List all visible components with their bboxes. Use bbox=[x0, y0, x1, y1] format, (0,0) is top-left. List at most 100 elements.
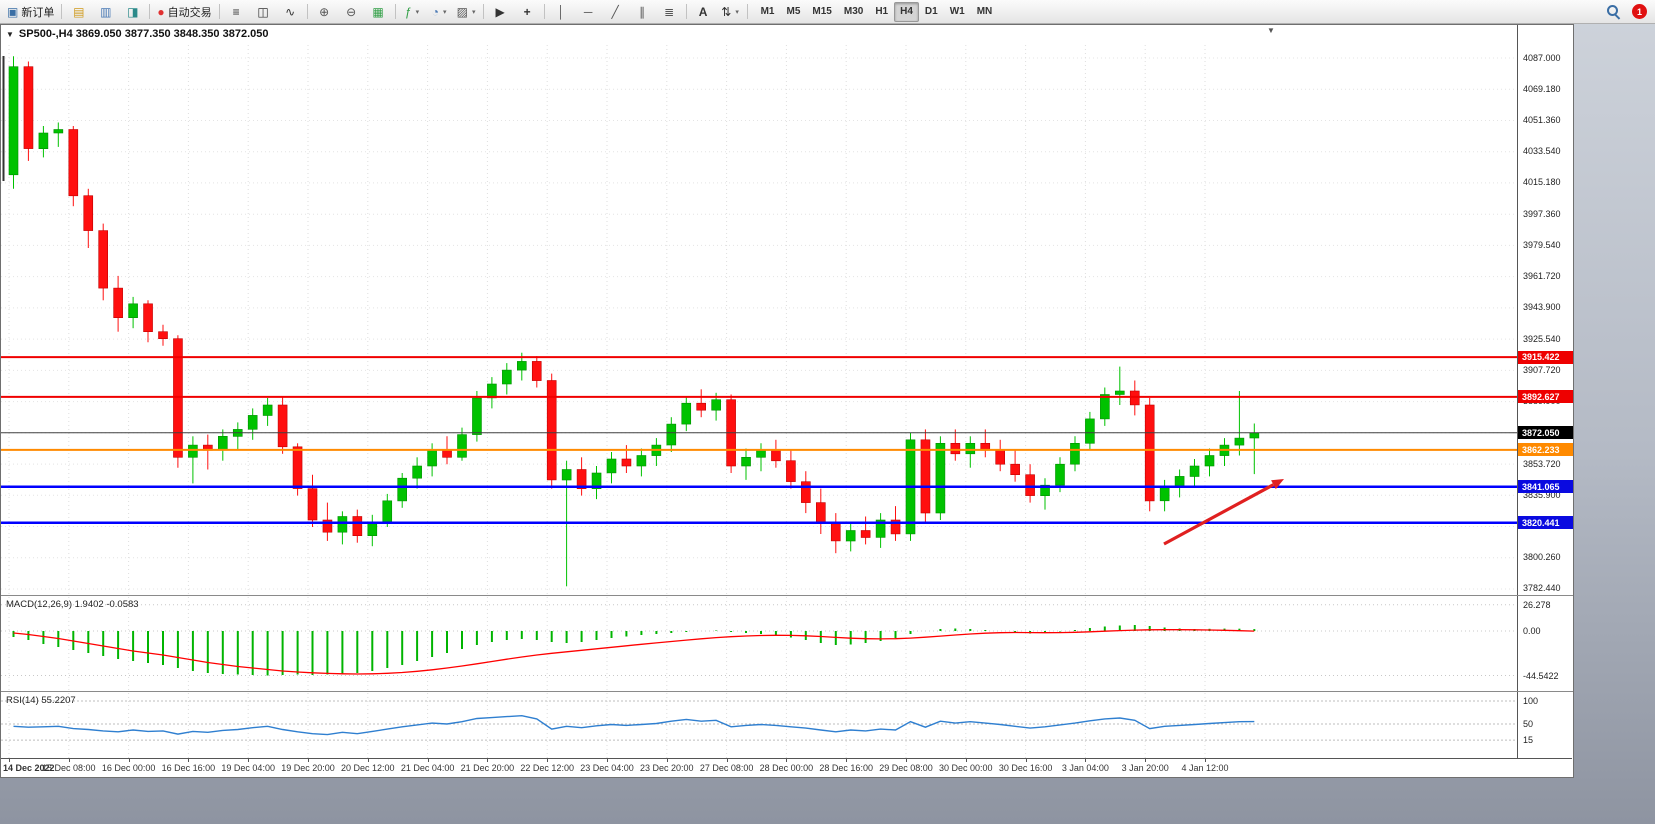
time-axis-label: 21 Dec 04:00 bbox=[400, 763, 455, 773]
price-axis[interactable]: 4087.000 4069.180 4051.360 4033.540 4015.180… bbox=[1517, 25, 1573, 758]
timeframe-button-w1[interactable]: W1 bbox=[949, 6, 965, 17]
line-chart-mode-button[interactable]: ∿ bbox=[277, 1, 304, 22]
time-axis-label: 14 Dec 2022 bbox=[3, 763, 55, 773]
toolbar-separator bbox=[394, 4, 396, 19]
auto-trading-icon: ● bbox=[157, 4, 165, 19]
channel-button[interactable]: ∥ bbox=[629, 1, 656, 22]
time-tick bbox=[487, 759, 489, 762]
price-axis-label: 3997.360 bbox=[1523, 208, 1561, 219]
crosshair-button[interactable]: + bbox=[514, 1, 541, 22]
search-button[interactable] bbox=[1600, 1, 1627, 22]
price-axis-label: 3925.540 bbox=[1523, 333, 1561, 344]
toolbar-separator bbox=[218, 4, 220, 19]
time-axis[interactable]: 14 Dec 2022 15 Dec 08:00 16 Dec 00:00 16 De… bbox=[1, 758, 1572, 777]
chart-expand-icon[interactable]: ▼ bbox=[6, 29, 14, 39]
chart-window: ▼ SP500-,H4 3869.050 3877.350 3848.350 3… bbox=[0, 24, 1574, 778]
time-axis-label: 28 Dec 16:00 bbox=[819, 763, 873, 773]
timeframe-button-d1[interactable]: D1 bbox=[924, 6, 938, 17]
timeframe-button-m15[interactable]: M15 bbox=[812, 6, 832, 17]
crosshair-icon: + bbox=[523, 4, 531, 19]
time-axis-label: 28 Dec 00:00 bbox=[759, 763, 814, 773]
notification-badge[interactable]: 1 bbox=[1632, 4, 1647, 19]
terminal-button[interactable]: ◨ bbox=[119, 1, 146, 22]
price-axis-label: 4015.180 bbox=[1523, 177, 1561, 188]
toolbar-separator bbox=[746, 4, 748, 19]
price-tag-3862.233: 3862.233 bbox=[1518, 443, 1573, 457]
navigator-button[interactable]: ▥ bbox=[92, 1, 119, 22]
templates-button[interactable]: ▨ ▾ bbox=[453, 1, 480, 22]
bar-chart-icon: ≡ bbox=[232, 4, 240, 19]
chevron-down-icon: ▾ bbox=[442, 8, 447, 16]
new-order-button[interactable]: ▣ 新订单 bbox=[3, 1, 58, 22]
macd-axis-label: 0.00 bbox=[1523, 626, 1541, 636]
price-axis-label: 4051.360 bbox=[1523, 114, 1561, 125]
text-label-button[interactable]: A bbox=[690, 1, 717, 22]
price-axis-label: 3835.900 bbox=[1523, 489, 1561, 500]
chevron-down-icon: ▾ bbox=[472, 8, 476, 16]
market-watch-button[interactable]: ▤ bbox=[65, 1, 92, 22]
candlestick-icon: ◫ bbox=[257, 4, 269, 19]
time-tick bbox=[607, 759, 608, 762]
price-tag-3841.065: 3841.065 bbox=[1518, 480, 1573, 494]
timeframe-button-m5[interactable]: M5 bbox=[786, 6, 801, 17]
tile-windows-icon: ▦ bbox=[372, 4, 384, 19]
chevron-down-icon: ▾ bbox=[735, 8, 739, 16]
bar-chart-mode-button[interactable]: ≡ bbox=[223, 1, 250, 22]
timeframe-button-mn[interactable]: MN bbox=[976, 6, 993, 17]
auto-trading-button[interactable]: ● 自动交易 bbox=[153, 1, 215, 22]
candlestick-mode-button[interactable]: ◫ bbox=[250, 1, 277, 22]
indicators-button[interactable]: ƒ ▾ bbox=[399, 1, 426, 22]
channel-icon: ∥ bbox=[639, 4, 646, 19]
toolbar-separator bbox=[482, 4, 484, 19]
auto-trading-label: 自动交易 bbox=[167, 6, 212, 19]
navigator-icon: ▥ bbox=[100, 4, 112, 19]
macd-panel: MACD(12,26,9) 1.9402 -0.0583 bbox=[1, 597, 1517, 691]
template-icon: ▨ bbox=[456, 4, 468, 19]
time-tick bbox=[1145, 759, 1147, 762]
time-axis-label: 16 Dec 16:00 bbox=[161, 763, 216, 773]
zoom-out-button[interactable]: ⊖ bbox=[338, 1, 365, 22]
price-axis-label: 4069.180 bbox=[1523, 83, 1561, 94]
tile-windows-button[interactable]: ▦ bbox=[365, 1, 392, 22]
timeframe-button-m30[interactable]: M30 bbox=[843, 6, 864, 17]
timeframe-button-m1[interactable]: M1 bbox=[760, 6, 775, 17]
terminal-icon: ◨ bbox=[127, 4, 139, 19]
timeframe-button-h4[interactable]: H4 bbox=[894, 1, 919, 22]
time-tick bbox=[9, 759, 10, 762]
price-chart-canvas[interactable] bbox=[1, 25, 1517, 595]
macd-chart-canvas[interactable] bbox=[1, 597, 1517, 691]
panel-separator[interactable] bbox=[1, 595, 1573, 596]
chart-shift-marker[interactable]: ▼ bbox=[1267, 26, 1275, 35]
rsi-axis-label: 100 bbox=[1523, 696, 1539, 706]
rsi-chart-canvas[interactable] bbox=[1, 693, 1517, 758]
periods-button[interactable]: ◔ ▾ bbox=[426, 1, 453, 22]
indicators-icon: ƒ bbox=[404, 4, 412, 19]
cursor-button[interactable]: ▶ bbox=[487, 1, 514, 22]
time-tick bbox=[427, 759, 429, 762]
price-axis-label: 3961.720 bbox=[1523, 271, 1561, 282]
main-toolbar: ▣ 新订单 ▤ ▥ ◨ ● 自动交易 ≡ ◫ ∿ ⊕ ⊖ ▦ ƒ ▾ ◔ ▾ ▨ ▾ … bbox=[0, 0, 1655, 24]
price-axis-label: 3979.540 bbox=[1523, 239, 1561, 250]
zoom-in-icon: ⊕ bbox=[319, 4, 330, 19]
panel-separator[interactable] bbox=[1, 691, 1573, 692]
trendline-button[interactable]: ╱ bbox=[602, 1, 629, 22]
time-tick bbox=[68, 759, 70, 762]
toolbar-separator bbox=[149, 4, 151, 19]
fibonacci-button[interactable]: ≣ bbox=[656, 1, 683, 22]
price-tag-3892.627: 3892.627 bbox=[1518, 390, 1573, 404]
time-tick bbox=[666, 759, 668, 762]
line-chart-icon: ∿ bbox=[285, 4, 296, 19]
time-tick bbox=[308, 759, 309, 762]
macd-axis-label: -44.5422 bbox=[1523, 670, 1559, 681]
price-axis-label: 4087.000 bbox=[1523, 52, 1561, 63]
arrows-button[interactable]: ⇅ ▾ bbox=[717, 1, 744, 22]
time-axis-label: 19 Dec 20:00 bbox=[281, 763, 335, 773]
zoom-in-button[interactable]: ⊕ bbox=[311, 1, 338, 22]
time-axis-label: 30 Dec 00:00 bbox=[939, 763, 993, 773]
timeframe-toolbar: M1 M5 M15 M30 H1 H4 D1 W1 MN bbox=[755, 1, 999, 22]
vertical-line-icon: │ bbox=[557, 4, 565, 19]
horizontal-line-button[interactable]: ─ bbox=[575, 1, 602, 22]
timeframe-button-h1[interactable]: H1 bbox=[875, 6, 889, 17]
vertical-line-button[interactable]: │ bbox=[548, 1, 575, 22]
